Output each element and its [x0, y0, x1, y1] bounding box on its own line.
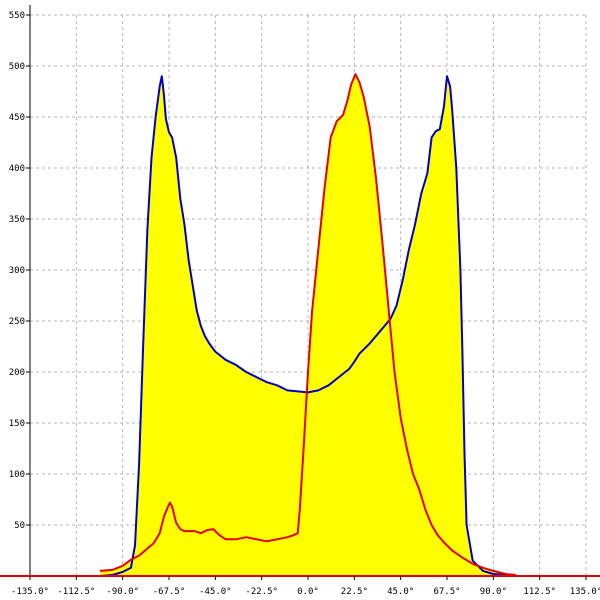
y-tick-label: 50 — [14, 521, 25, 531]
axes — [0, 5, 600, 580]
y-tick-label: 450 — [9, 113, 25, 123]
x-tick-label: -22.5° — [245, 587, 278, 597]
y-tick-label: 100 — [9, 470, 25, 480]
y-tick-label: 400 — [9, 164, 25, 174]
series-2-line — [99, 73, 517, 576]
series-1-area — [100, 76, 516, 576]
x-tick-label: -67.5° — [153, 587, 186, 597]
y-tick-label: 350 — [9, 215, 25, 225]
series-2-area — [100, 74, 516, 576]
y-tick-label: 500 — [9, 62, 25, 72]
x-tick-label: -90.0° — [106, 587, 139, 597]
x-tick-label: 22.5° — [341, 587, 368, 597]
x-tick-label: 112.5° — [523, 587, 556, 597]
series-1-line — [99, 75, 517, 577]
x-tick-label: -135.0° — [11, 587, 49, 597]
filled-areas — [100, 74, 516, 576]
x-tick-label: -112.5° — [57, 587, 95, 597]
x-tick-label: -45.0° — [199, 587, 232, 597]
x-tick-label: 135.0° — [570, 587, 600, 597]
y-tick-label: 200 — [9, 368, 25, 378]
series-lines — [99, 73, 517, 577]
x-tick-label: 45.0° — [387, 587, 414, 597]
x-tick-label: 0.0° — [297, 587, 319, 597]
x-tick-label: 90.0° — [480, 587, 507, 597]
grid-lines — [30, 14, 587, 576]
y-tick-label: 300 — [9, 266, 25, 276]
y-tick-label: 150 — [9, 419, 25, 429]
x-tick-label: 67.5° — [433, 587, 460, 597]
y-tick-label: 550 — [9, 11, 25, 21]
y-tick-label: 250 — [9, 317, 25, 327]
